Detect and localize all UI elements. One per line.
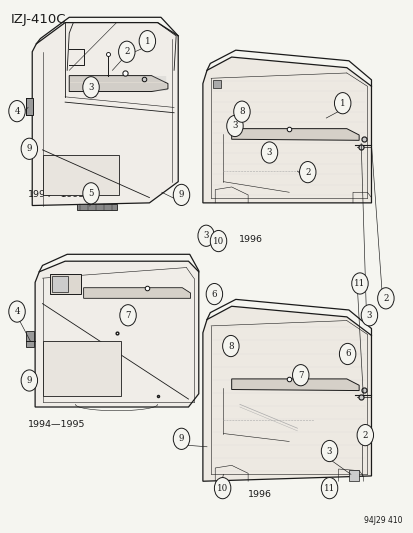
Text: IZJ-410C: IZJ-410C [10, 13, 66, 26]
Text: 94J29 410: 94J29 410 [363, 516, 401, 525]
Bar [50, 274, 81, 294]
Bar [52, 276, 68, 292]
Bar [348, 470, 358, 481]
Circle shape [83, 77, 99, 98]
Circle shape [339, 343, 355, 365]
Text: 1: 1 [144, 37, 150, 46]
Text: 1994—1995: 1994—1995 [28, 420, 85, 429]
Bar [77, 205, 116, 210]
Circle shape [214, 478, 230, 499]
Circle shape [320, 478, 337, 499]
Text: 11: 11 [354, 279, 365, 288]
Circle shape [334, 93, 350, 114]
Text: 9: 9 [26, 144, 32, 154]
Text: 3: 3 [326, 447, 331, 456]
Text: 7: 7 [297, 370, 303, 379]
Text: 1996: 1996 [247, 490, 271, 499]
Text: 2: 2 [362, 431, 367, 440]
Polygon shape [202, 57, 370, 203]
Circle shape [21, 370, 38, 391]
Circle shape [233, 101, 249, 122]
Polygon shape [231, 128, 358, 140]
Circle shape [173, 184, 189, 206]
Text: 6: 6 [211, 289, 217, 298]
Text: 4: 4 [14, 307, 20, 316]
Circle shape [210, 230, 226, 252]
Text: 3: 3 [366, 311, 371, 320]
Circle shape [299, 161, 315, 183]
Text: 1: 1 [339, 99, 345, 108]
Polygon shape [69, 76, 168, 92]
Text: 4: 4 [14, 107, 20, 116]
Text: 3: 3 [266, 148, 271, 157]
Circle shape [377, 288, 393, 309]
Text: 9: 9 [26, 376, 32, 385]
Text: 8: 8 [239, 107, 244, 116]
Polygon shape [231, 379, 358, 391]
Circle shape [261, 142, 277, 163]
Text: 9: 9 [178, 190, 184, 199]
Circle shape [21, 138, 38, 159]
Circle shape [222, 335, 238, 357]
Text: 10: 10 [212, 237, 223, 246]
Text: 6: 6 [344, 350, 349, 359]
Text: 8: 8 [228, 342, 233, 351]
Text: 2: 2 [304, 167, 310, 176]
Circle shape [320, 440, 337, 462]
Bar [213, 80, 220, 88]
Circle shape [197, 225, 214, 246]
Text: 7: 7 [125, 311, 131, 320]
Polygon shape [35, 261, 198, 407]
Text: 2: 2 [124, 47, 129, 56]
Text: 5: 5 [88, 189, 94, 198]
Polygon shape [202, 306, 370, 481]
Bar [43, 155, 118, 195]
Bar [26, 99, 33, 115]
Circle shape [206, 284, 222, 305]
Circle shape [119, 305, 136, 326]
Circle shape [173, 428, 189, 449]
Text: 3: 3 [88, 83, 93, 92]
Circle shape [9, 301, 25, 322]
Circle shape [351, 273, 367, 294]
Circle shape [360, 305, 377, 326]
Polygon shape [32, 22, 178, 206]
Text: 9: 9 [178, 434, 184, 443]
Circle shape [356, 424, 373, 446]
Text: 2: 2 [382, 294, 388, 303]
Text: 10: 10 [216, 483, 228, 492]
Text: 1994—1995: 1994—1995 [28, 190, 85, 199]
Text: 3: 3 [232, 122, 237, 131]
Text: 11: 11 [323, 483, 335, 492]
Bar [43, 341, 120, 397]
Circle shape [139, 30, 155, 52]
Text: 3: 3 [203, 231, 209, 240]
Circle shape [226, 115, 242, 136]
Polygon shape [83, 288, 190, 298]
Circle shape [292, 365, 308, 386]
Bar [26, 331, 34, 347]
Circle shape [9, 101, 25, 122]
Text: 1996: 1996 [239, 235, 263, 244]
Circle shape [83, 183, 99, 204]
Circle shape [118, 41, 135, 62]
